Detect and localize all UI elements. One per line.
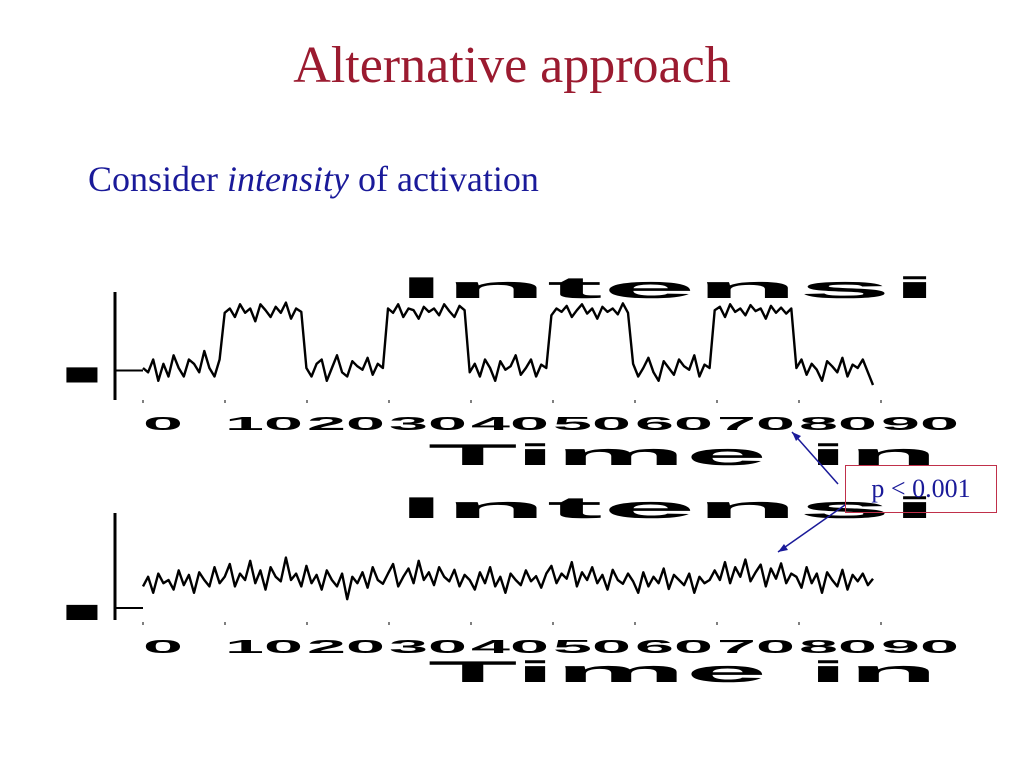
slide-subtitle: Consider intensity of activation: [88, 158, 539, 200]
x-tick-label: 30: [389, 414, 467, 434]
x-tick-label: 60: [635, 637, 713, 657]
subtitle-emphasis: intensity: [227, 159, 349, 199]
x-tick-label: 80: [799, 414, 877, 434]
x-tick-label: 0: [143, 414, 183, 434]
callout-arrow-bottom: [777, 504, 846, 553]
x-tick-label: 80: [799, 637, 877, 657]
chart-title: Intensi: [398, 272, 938, 305]
x-tick-label: 90: [881, 414, 959, 434]
x-tick-label: 70: [717, 414, 795, 434]
x-tick-label: 90: [881, 637, 959, 657]
x-tick-label: 50: [553, 414, 631, 434]
x-tick-label: 40: [471, 637, 549, 657]
series-line: [142, 301, 875, 386]
x-tick-label: 10: [225, 637, 303, 657]
x-tick-label: 10: [225, 414, 303, 434]
x-axis-label: Time in: [428, 439, 938, 472]
series-line: [141, 556, 874, 601]
y-axis-label: I: [52, 363, 112, 388]
x-tick-label: 20: [307, 414, 385, 434]
callout-arrow-top: [791, 431, 839, 485]
x-tick-label: 60: [635, 414, 713, 434]
x-tick-label: 40: [471, 414, 549, 434]
y-axis-label: I: [52, 600, 112, 625]
chart-title: Intensi: [398, 492, 938, 525]
x-axis-label: Time in: [428, 656, 938, 689]
x-tick-label: 30: [389, 637, 467, 657]
significance-callout: p < 0.001: [845, 465, 997, 513]
subtitle-prefix: Consider: [88, 159, 227, 199]
x-tick-label: 0: [143, 637, 183, 657]
x-tick-label: 50: [553, 637, 631, 657]
x-tick-label: 20: [307, 637, 385, 657]
x-tick-label: 70: [717, 637, 795, 657]
callout-arrowhead-top: [792, 432, 801, 441]
slide-title: Alternative approach: [293, 37, 731, 94]
chart-block-design: I Intensi 0 10 20 30 40 50 60 70 80 90 Time in: [52, 272, 959, 472]
callout-arrowhead-bottom: [778, 544, 788, 552]
subtitle-suffix: of activation: [348, 159, 539, 199]
